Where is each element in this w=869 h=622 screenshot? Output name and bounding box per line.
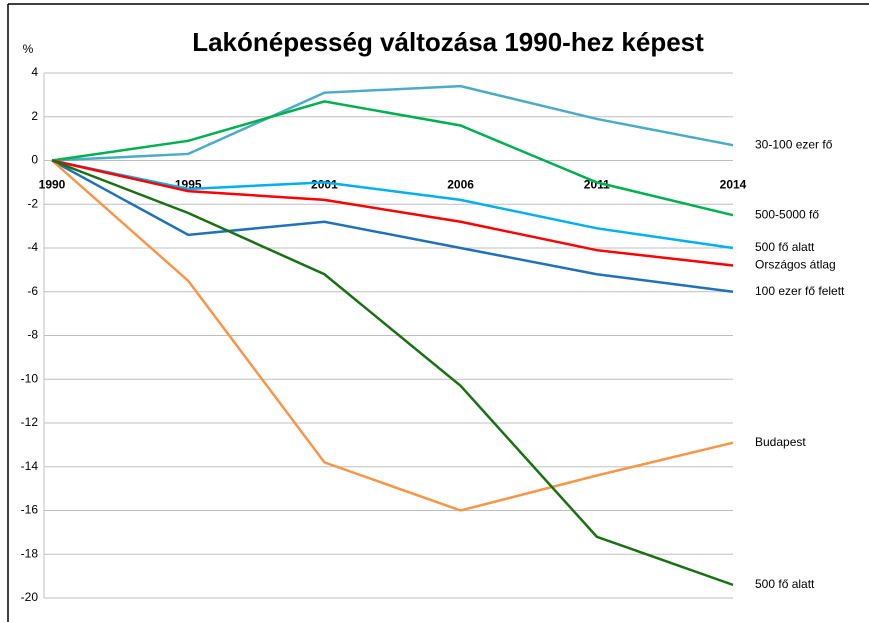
series-label: 500 fő alatt xyxy=(755,577,815,591)
y-tick-label: -14 xyxy=(21,459,39,473)
y-tick-label: -2 xyxy=(27,196,38,210)
y-tick-label: -4 xyxy=(27,240,38,254)
y-tick-label: -8 xyxy=(27,328,38,342)
y-tick-label: 2 xyxy=(31,109,38,123)
series-label: Országos átlag xyxy=(755,258,836,272)
series-line xyxy=(51,159,734,293)
x-tick-label: 2011 xyxy=(584,178,610,192)
x-tick-label: 2006 xyxy=(447,178,474,192)
series-label: 30-100 ezer fő xyxy=(755,137,833,151)
series-label: 500-5000 fő xyxy=(755,207,819,221)
series-line xyxy=(51,159,734,267)
y-tick-label: -12 xyxy=(21,415,39,429)
y-tick-label: 4 xyxy=(31,65,38,79)
x-tick-label: 2014 xyxy=(720,178,747,192)
y-tick-label: -16 xyxy=(21,503,39,517)
series-line xyxy=(51,159,734,250)
series-line xyxy=(51,159,734,587)
chart-title: Lakónépesség változása 1990-hez képest xyxy=(192,27,704,57)
y-tick-label: -18 xyxy=(21,546,39,560)
y-tick-label: -10 xyxy=(21,371,39,385)
y-tick-label: -20 xyxy=(21,590,39,604)
series-label: Budapest xyxy=(755,435,806,449)
y-tick-label: 0 xyxy=(31,153,38,167)
series-label: 500 fő alatt xyxy=(755,240,815,254)
series-label: 100 ezer fő felett xyxy=(755,284,845,298)
series-line xyxy=(51,100,734,217)
y-axis-label: % xyxy=(23,42,34,56)
series-line xyxy=(51,159,734,512)
x-tick-label: 2001 xyxy=(311,178,338,192)
x-tick-label: 1990 xyxy=(39,178,66,192)
y-tick-label: -6 xyxy=(27,284,38,298)
series-line xyxy=(51,84,734,162)
